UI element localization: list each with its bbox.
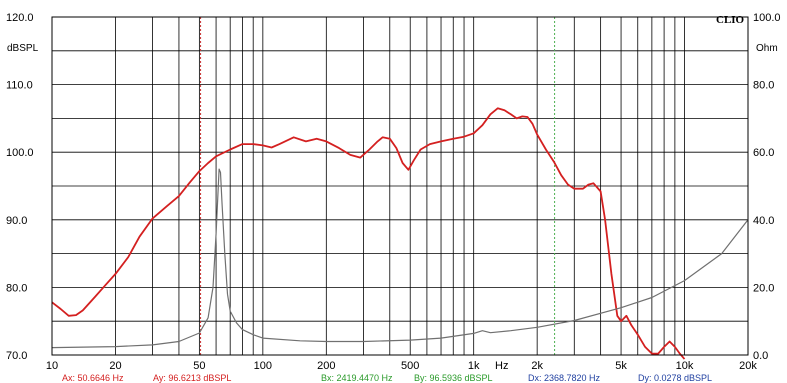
x-tick-label: 1k — [468, 360, 480, 372]
plot-frame — [51, 16, 749, 356]
cursor-readout: Ax: 50.6646 Hz Ay: 96.6213 dBSPL Bx: 241… — [0, 373, 787, 383]
y-left-tick-label: 90.0 — [6, 215, 27, 227]
x-tick-label: 2k — [531, 360, 543, 372]
y-left-tick-label: 80.0 — [6, 282, 27, 294]
x-tick-label: 200 — [317, 360, 335, 372]
y-right-tick-label: 0.0 — [753, 350, 768, 362]
brand-label: CLIO — [716, 14, 745, 26]
y-right-tick-label: 20.0 — [753, 282, 774, 294]
cursor-b-x-readout: Bx: 2419.4470 Hz — [321, 373, 393, 383]
cursor-a-y-readout: Ay: 96.6213 dBSPL — [153, 373, 232, 383]
x-tick-label: 100 — [254, 360, 272, 372]
y-right-tick-label: 60.0 — [753, 147, 774, 159]
x-tick-label: 20 — [109, 360, 121, 372]
y-left-tick-label: 70.0 — [6, 350, 27, 362]
y-right-tick-label: 80.0 — [753, 80, 774, 92]
axis-labels: CLIO dBSPL Ohm Hz 10 20 50 100 200 500 1k 2k 5k 1… — [6, 12, 781, 372]
y-right-unit-label: Ohm — [756, 43, 778, 54]
x-tick-label: 10 — [46, 360, 58, 372]
x-tick-label: 20k — [739, 360, 757, 372]
y-left-tick-label: 110.0 — [6, 80, 33, 92]
cursor-b-y-readout: By: 96.5936 dBSPL — [414, 373, 493, 383]
y-right-tick-label: 100.0 — [753, 12, 781, 24]
x-tick-label: 5k — [615, 360, 627, 372]
delta-x-readout: Dx: 2368.7820 Hz — [528, 373, 601, 383]
curves — [51, 107, 749, 360]
grid — [52, 17, 748, 355]
y-left-unit-label: dBSPL — [7, 43, 39, 54]
x-tick-label: 10k — [676, 360, 694, 372]
x-tick-label: 50 — [193, 360, 205, 372]
spl-curve — [51, 107, 686, 360]
y-right-tick-label: 40.0 — [753, 215, 774, 227]
impedance-curve — [51, 168, 749, 349]
delta-y-readout: Dy: 0.0278 dBSPL — [638, 373, 713, 383]
y-left-tick-label: 100.0 — [6, 147, 34, 159]
cursor-lines — [200, 17, 556, 355]
cursor-a-x-readout: Ax: 50.6646 Hz — [62, 373, 124, 383]
y-left-tick-label: 120.0 — [6, 12, 34, 24]
x-unit-label: Hz — [495, 360, 508, 372]
x-tick-label: 500 — [401, 360, 419, 372]
